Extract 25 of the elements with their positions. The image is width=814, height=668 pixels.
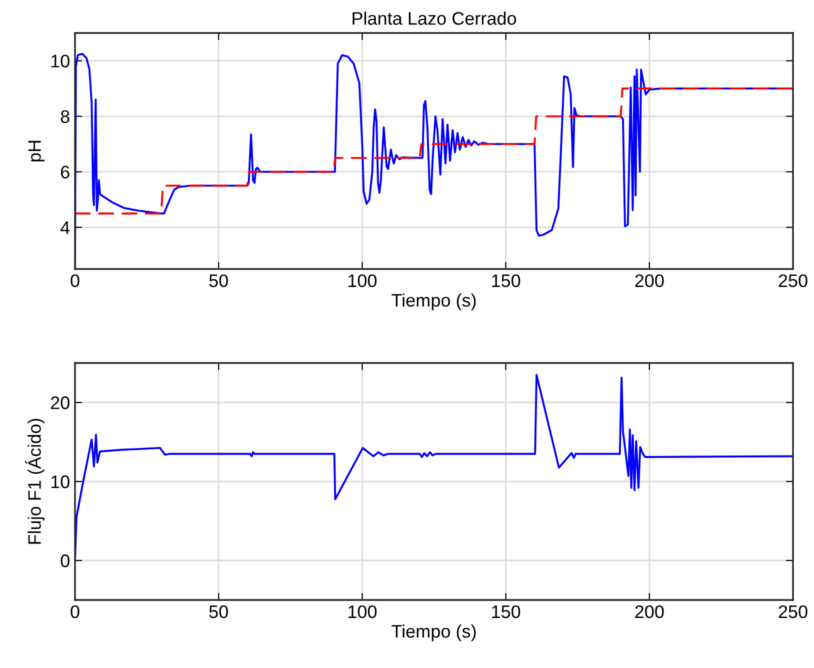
x-axis-title: Tiempo (s) [392,624,476,642]
x-tick-label: 0 [70,605,80,618]
y-tick-label: 20 [50,396,70,410]
x-tick-label: 150 [492,274,520,288]
line-series [75,88,793,214]
y-axis-title: Flujo F1 (Ácido) [25,418,44,544]
x-tick-label: 150 [492,605,520,618]
chart-title: Planta Lazo Cerrado [352,12,516,25]
x-tick-label: 250 [778,274,808,288]
y-tick-label: 10 [51,475,70,488]
x-axis-title: Tiempo (s) [392,293,476,310]
x-tick-label: 200 [635,605,664,618]
y-tick-label: 8 [60,110,70,124]
y-tick-label: 10 [51,54,70,68]
y-tick-label: 0 [60,554,70,568]
x-tick-label: 100 [348,274,377,288]
x-tick-label: 250 [778,605,808,618]
y-axis-title: pH [28,140,44,162]
y-tick-label: 6 [61,166,70,179]
x-tick-label: 200 [635,274,664,288]
x-tick-label: 50 [209,605,228,618]
y-tick-label: 4 [60,221,70,234]
x-tick-label: 100 [348,605,377,618]
x-tick-label: 0 [70,274,80,288]
x-tick-label: 50 [209,274,228,288]
